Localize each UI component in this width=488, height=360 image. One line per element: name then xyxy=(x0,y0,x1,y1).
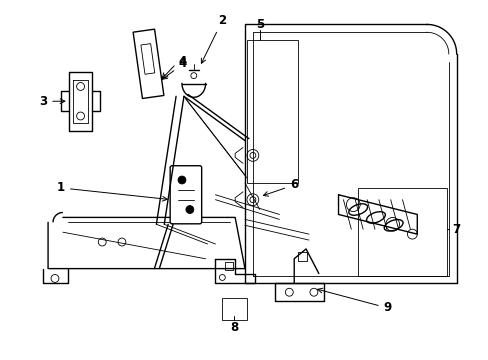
Text: 6: 6 xyxy=(263,179,298,196)
Circle shape xyxy=(178,176,185,184)
Text: 7: 7 xyxy=(452,223,460,236)
Bar xyxy=(246,40,298,183)
Text: 9: 9 xyxy=(317,288,391,315)
Text: 5: 5 xyxy=(255,18,264,31)
Text: 3: 3 xyxy=(39,95,65,108)
Text: 2: 2 xyxy=(201,14,226,63)
Bar xyxy=(222,298,246,320)
Bar xyxy=(358,188,446,276)
Circle shape xyxy=(185,206,193,213)
Text: 4: 4 xyxy=(162,57,187,79)
Bar xyxy=(298,252,306,261)
Text: 4: 4 xyxy=(179,55,187,68)
Bar xyxy=(225,262,233,270)
Text: 1: 1 xyxy=(57,181,167,201)
FancyBboxPatch shape xyxy=(170,166,201,224)
Polygon shape xyxy=(133,29,163,99)
Polygon shape xyxy=(141,44,154,74)
Text: 8: 8 xyxy=(229,321,238,334)
